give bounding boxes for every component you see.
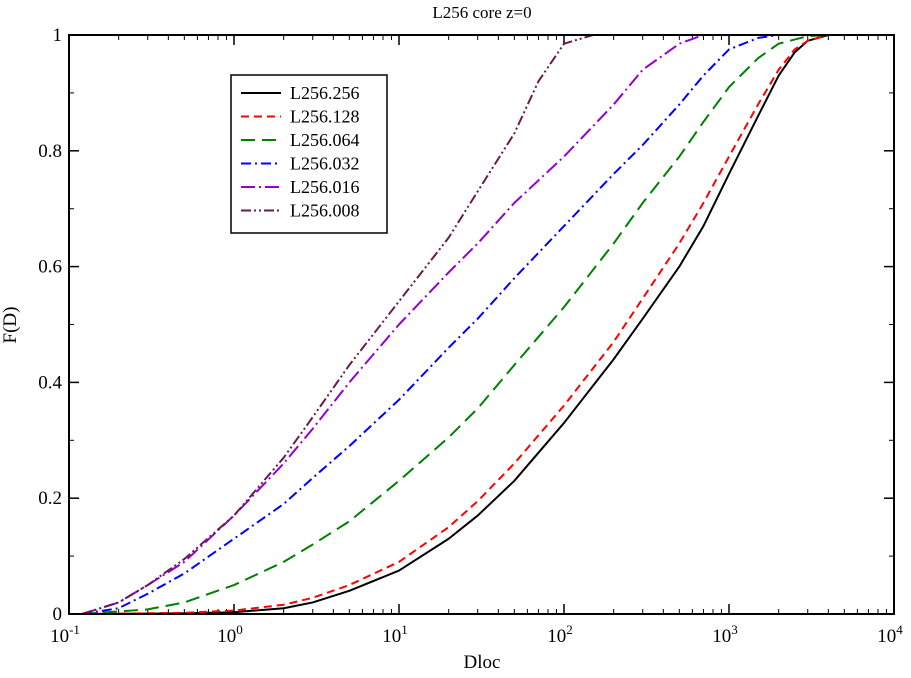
x-tick-label: 101 xyxy=(382,622,408,647)
series-line-L256.016 xyxy=(81,34,894,615)
legend-label: L256.064 xyxy=(290,130,360,150)
y-tick-label: 0.2 xyxy=(38,488,62,509)
series-line-L256.064 xyxy=(81,34,894,615)
y-tick-label: 0.8 xyxy=(38,141,62,162)
series-lines xyxy=(81,34,894,615)
x-tick-label: 100 xyxy=(217,622,243,647)
legend-label: L256.032 xyxy=(290,154,360,174)
axis-ticks xyxy=(68,34,895,615)
legend: L256.256 L256.128 L256.064 L256.032 L256.016… xyxy=(230,74,388,234)
y-axis-label: F(D) xyxy=(0,307,21,344)
tick-labels: 10-1 100 101 102 103 104 0 0.2 0.4 0.6 0.8 1 xyxy=(38,25,903,647)
y-tick-label: 0 xyxy=(53,604,63,625)
chart-title: L256 core z=0 xyxy=(432,3,531,22)
series-line-L256.008 xyxy=(81,34,894,615)
legend-box xyxy=(230,74,388,234)
x-tick-label: 102 xyxy=(547,622,573,647)
series-line-L256.128 xyxy=(82,34,894,615)
x-tick-label: 10-1 xyxy=(50,622,80,647)
y-tick-label: 0.4 xyxy=(38,372,62,393)
series-line-L256.032 xyxy=(81,34,894,615)
y-tick-label: 1 xyxy=(53,25,63,46)
series-line-L256.256 xyxy=(82,34,894,615)
x-axis-label: Dloc xyxy=(464,652,501,673)
legend-label: L256.008 xyxy=(290,201,360,221)
legend-label: L256.016 xyxy=(290,177,360,197)
y-tick-label: 0.6 xyxy=(38,257,62,278)
x-tick-label: 103 xyxy=(712,622,738,647)
legend-label: L256.256 xyxy=(290,83,360,103)
x-tick-label: 104 xyxy=(877,622,903,647)
plot-frame xyxy=(68,34,895,615)
legend-label: L256.128 xyxy=(290,107,360,127)
